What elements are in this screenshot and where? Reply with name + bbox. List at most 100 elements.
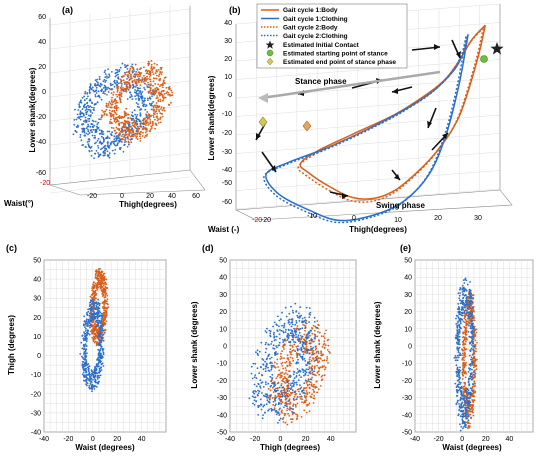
scatter-point <box>296 347 299 350</box>
scatter-point <box>86 374 89 376</box>
scatter-point <box>88 308 91 310</box>
panel-c-x-axis-label: Waist (degrees) <box>75 443 135 452</box>
scatter-point <box>286 334 289 337</box>
scatter-point <box>468 378 470 381</box>
scatter-point <box>299 388 302 390</box>
scatter-point <box>303 316 306 319</box>
scatter-point <box>274 404 276 407</box>
scatter-point <box>462 385 465 388</box>
scatter-point <box>114 132 117 135</box>
scatter-point <box>273 388 276 391</box>
scatter-point <box>98 367 101 370</box>
scatter-point <box>301 355 304 358</box>
scatter-point <box>320 376 323 378</box>
scatter-point <box>308 410 311 413</box>
scatter-point <box>136 75 139 78</box>
scatter-point <box>277 315 279 318</box>
scatter-point <box>321 378 324 381</box>
scatter-point <box>90 324 93 327</box>
scatter-point <box>303 347 305 350</box>
scatter-point <box>97 147 100 149</box>
scatter-point <box>470 307 473 310</box>
scatter-point <box>149 92 152 95</box>
scatter-point <box>135 102 138 104</box>
gait-curve <box>297 27 485 203</box>
scatter-point <box>467 389 470 392</box>
scatter-point <box>316 335 319 338</box>
scatter-point <box>323 359 326 362</box>
scatter-point <box>286 390 289 392</box>
scatter-point <box>129 125 132 128</box>
scatter-point <box>122 90 125 92</box>
scatter-point <box>108 152 111 155</box>
scatter-point <box>283 393 286 396</box>
scatter-point <box>130 128 133 131</box>
scatter-point <box>471 372 473 374</box>
scatter-point <box>93 107 95 109</box>
scatter-point <box>463 343 466 345</box>
scatter-point <box>99 331 101 334</box>
scatter-point <box>313 316 316 319</box>
scatter-point <box>150 69 153 71</box>
scatter-point <box>251 395 254 398</box>
scatter-point <box>457 349 460 352</box>
scatter-point <box>98 78 101 81</box>
scatter-point <box>119 100 122 102</box>
scatter-point <box>280 362 283 365</box>
scatter-point <box>159 121 162 124</box>
scatter-point <box>465 402 468 405</box>
scatter-point <box>100 356 102 359</box>
scatter-point <box>154 104 156 107</box>
scatter-point <box>302 353 305 356</box>
scatter-point <box>154 91 157 93</box>
scatter-point <box>283 376 286 378</box>
scatter-point <box>290 386 293 389</box>
scatter-point <box>280 398 283 401</box>
scatter-point <box>119 82 122 84</box>
scatter-point <box>276 324 278 327</box>
scatter-point <box>83 99 86 101</box>
scatter-point <box>287 387 290 390</box>
scatter-point <box>135 71 138 73</box>
scatter-point <box>256 367 259 370</box>
scatter-point <box>460 308 463 311</box>
scatter-point <box>143 122 146 125</box>
scatter-point <box>87 128 89 131</box>
scatter-point <box>260 341 263 344</box>
scatter-point <box>291 345 294 347</box>
scatter-point <box>304 343 307 346</box>
scatter-point <box>105 104 108 107</box>
scatter-point <box>323 332 326 335</box>
scatter-point <box>97 362 100 364</box>
scatter-point <box>260 408 263 411</box>
scatter-point <box>159 117 162 120</box>
scatter-point <box>120 94 122 96</box>
scatter-point <box>89 85 92 88</box>
scatter-point <box>300 416 303 418</box>
scatter-point <box>93 328 96 330</box>
scatter-point <box>81 108 84 110</box>
scatter-point <box>315 347 318 350</box>
scatter-point <box>91 287 94 290</box>
scatter-point <box>309 370 312 373</box>
scatter-point <box>160 83 162 86</box>
scatter-point <box>134 133 136 135</box>
scatter-point <box>81 364 84 367</box>
scatter-point <box>308 367 311 370</box>
scatter-point <box>262 405 265 408</box>
y-tick-label: 10 <box>33 334 41 341</box>
scatter-point <box>154 87 157 90</box>
scatter-point <box>464 415 467 417</box>
scatter-point <box>461 397 464 400</box>
scatter-point <box>309 395 312 398</box>
scatter-point <box>461 291 464 293</box>
scatter-point <box>83 323 85 325</box>
scatter-point <box>131 137 133 140</box>
scatter-point <box>102 150 105 153</box>
scatter-point <box>130 132 133 134</box>
scatter-point <box>313 390 315 393</box>
scatter-point <box>464 329 467 332</box>
scatter-point <box>125 136 127 139</box>
scatter-point <box>125 126 128 129</box>
scatter-point <box>469 376 472 378</box>
